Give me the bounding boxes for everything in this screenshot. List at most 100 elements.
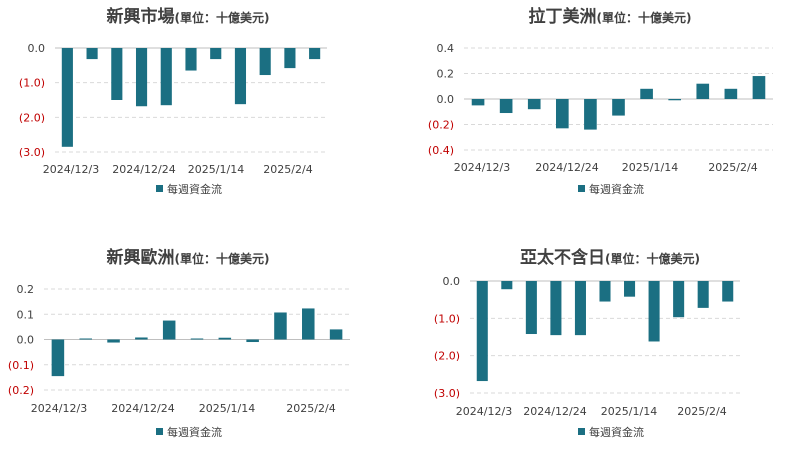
y-tick-label: 0.0	[443, 275, 461, 288]
x-tick-label: 2025/2/4	[677, 405, 726, 418]
legend-label: 每週資金流	[167, 182, 222, 196]
bar	[135, 48, 148, 107]
bar	[599, 281, 611, 302]
bar	[162, 320, 176, 340]
y-tick-label: (3.0)	[434, 387, 460, 400]
y-tick-label: (0.4)	[428, 144, 454, 157]
y-tick-label: 0.0	[28, 42, 46, 55]
bar	[234, 48, 247, 105]
bar	[190, 338, 204, 340]
bar	[329, 329, 343, 340]
bar	[246, 339, 259, 343]
y-tick-label: (0.2)	[428, 119, 454, 132]
bar	[574, 281, 586, 336]
chart-title: 新興市場(單位：十億美元)	[107, 6, 270, 27]
chart-title-main: 拉丁美洲	[529, 6, 597, 27]
bar	[640, 88, 653, 99]
bar	[79, 338, 92, 340]
chart-title: 亞太不含日(單位：十億美元)	[520, 247, 700, 268]
bar	[584, 99, 597, 130]
y-tick-label: (1.0)	[434, 312, 460, 325]
bar	[550, 281, 562, 336]
bar	[107, 339, 120, 343]
bar	[135, 337, 148, 340]
bar	[722, 281, 734, 302]
x-tick-label: 2025/1/14	[601, 405, 657, 418]
x-tick-label: 2025/1/14	[199, 402, 255, 415]
x-tick-label: 2024/12/24	[523, 405, 586, 418]
chart-panel-1: 新興市場(單位：十億美元) 0.0 (1.0) (2.0) (3.0) 2024/12/3…	[19, 6, 327, 196]
chart-panel-2: 拉丁美洲(單位：十億美元)0.40.20.0(0.2)(0.4)2024/12/…	[428, 6, 773, 196]
x-tick-label: 2024/12/24	[111, 402, 174, 415]
y-tick-label: (0.1)	[8, 359, 34, 372]
bar	[302, 308, 315, 340]
chart-title: 新興歐洲(單位：十億美元)	[107, 247, 270, 268]
bar	[218, 337, 232, 340]
x-tick-label: 2024/12/3	[43, 163, 99, 176]
x-tick-label: 2025/1/14	[622, 161, 678, 174]
legend-swatch	[156, 428, 163, 435]
bar	[471, 99, 485, 106]
legend-label: 每週資金流	[589, 425, 644, 439]
x-tick-label: 2024/12/3	[454, 161, 510, 174]
x-tick-label: 2025/2/4	[263, 163, 312, 176]
bar	[51, 339, 65, 377]
x-tick-label: 2024/12/3	[456, 405, 512, 418]
bar	[284, 48, 296, 69]
bar	[61, 48, 73, 147]
x-tick-label: 2025/2/4	[286, 402, 335, 415]
bar	[525, 281, 537, 335]
bar	[624, 281, 636, 297]
chart-title-unit: (單位：十億美元)	[605, 251, 700, 266]
legend-label: 每週資金流	[589, 182, 644, 196]
bar	[555, 99, 569, 129]
x-tick-label: 2024/12/24	[112, 163, 175, 176]
y-tick-label: 0.1	[17, 308, 35, 321]
y-tick-label: (0.2)	[8, 384, 34, 397]
chart-title-unit: (單位：十億美元)	[175, 251, 270, 266]
bar	[111, 48, 123, 100]
legend-swatch	[578, 185, 585, 192]
bar	[752, 76, 766, 99]
bar	[668, 99, 682, 101]
bar	[259, 48, 271, 76]
x-tick-label: 2024/12/3	[31, 402, 87, 415]
y-tick-label: (1.0)	[19, 77, 45, 90]
chart-title-main: 新興歐洲	[107, 247, 175, 268]
bar	[160, 48, 172, 106]
bar	[499, 99, 513, 114]
legend-swatch	[578, 428, 585, 435]
y-tick-label: 0.2	[17, 283, 35, 296]
bar	[476, 281, 488, 382]
x-tick-label: 2024/12/24	[535, 161, 598, 174]
legend-swatch	[156, 185, 163, 192]
bar	[648, 281, 660, 342]
chart-panel-3: 新興歐洲(單位：十億美元) 0.2 0.1 0.0 (0.1) (0.2) 2024/12/…	[8, 247, 350, 439]
bar	[274, 312, 287, 340]
chart-title-unit: (單位：十億美元)	[175, 10, 270, 25]
bar	[86, 48, 98, 60]
bar	[696, 83, 710, 99]
x-tick-label: 2025/1/14	[188, 163, 244, 176]
bar	[210, 48, 222, 60]
legend-label: 每週資金流	[167, 425, 222, 439]
bar	[185, 48, 197, 71]
bar	[724, 88, 738, 99]
x-tick-label: 2025/2/4	[708, 161, 757, 174]
y-tick-label: (2.0)	[19, 111, 45, 124]
chart-panel-4: 亞太不含日(單位：十億美元) 0.0 (1.0) (2.0) (3.0) 2024/12/…	[434, 247, 740, 439]
bar	[309, 48, 321, 60]
bar	[527, 99, 541, 110]
y-tick-label: (2.0)	[434, 350, 460, 363]
y-tick-label: (3.0)	[19, 146, 45, 159]
bar	[673, 281, 685, 318]
bar	[697, 281, 709, 308]
chart-title-unit: (單位：十億美元)	[597, 10, 692, 25]
y-tick-label: 0.0	[437, 93, 455, 106]
chart-title-main: 新興市場	[107, 6, 175, 27]
y-tick-label: 0.4	[437, 42, 455, 55]
chart-title: 拉丁美洲(單位：十億美元)	[529, 6, 692, 27]
y-tick-label: 0.0	[17, 334, 35, 347]
y-tick-label: 0.2	[437, 68, 455, 81]
